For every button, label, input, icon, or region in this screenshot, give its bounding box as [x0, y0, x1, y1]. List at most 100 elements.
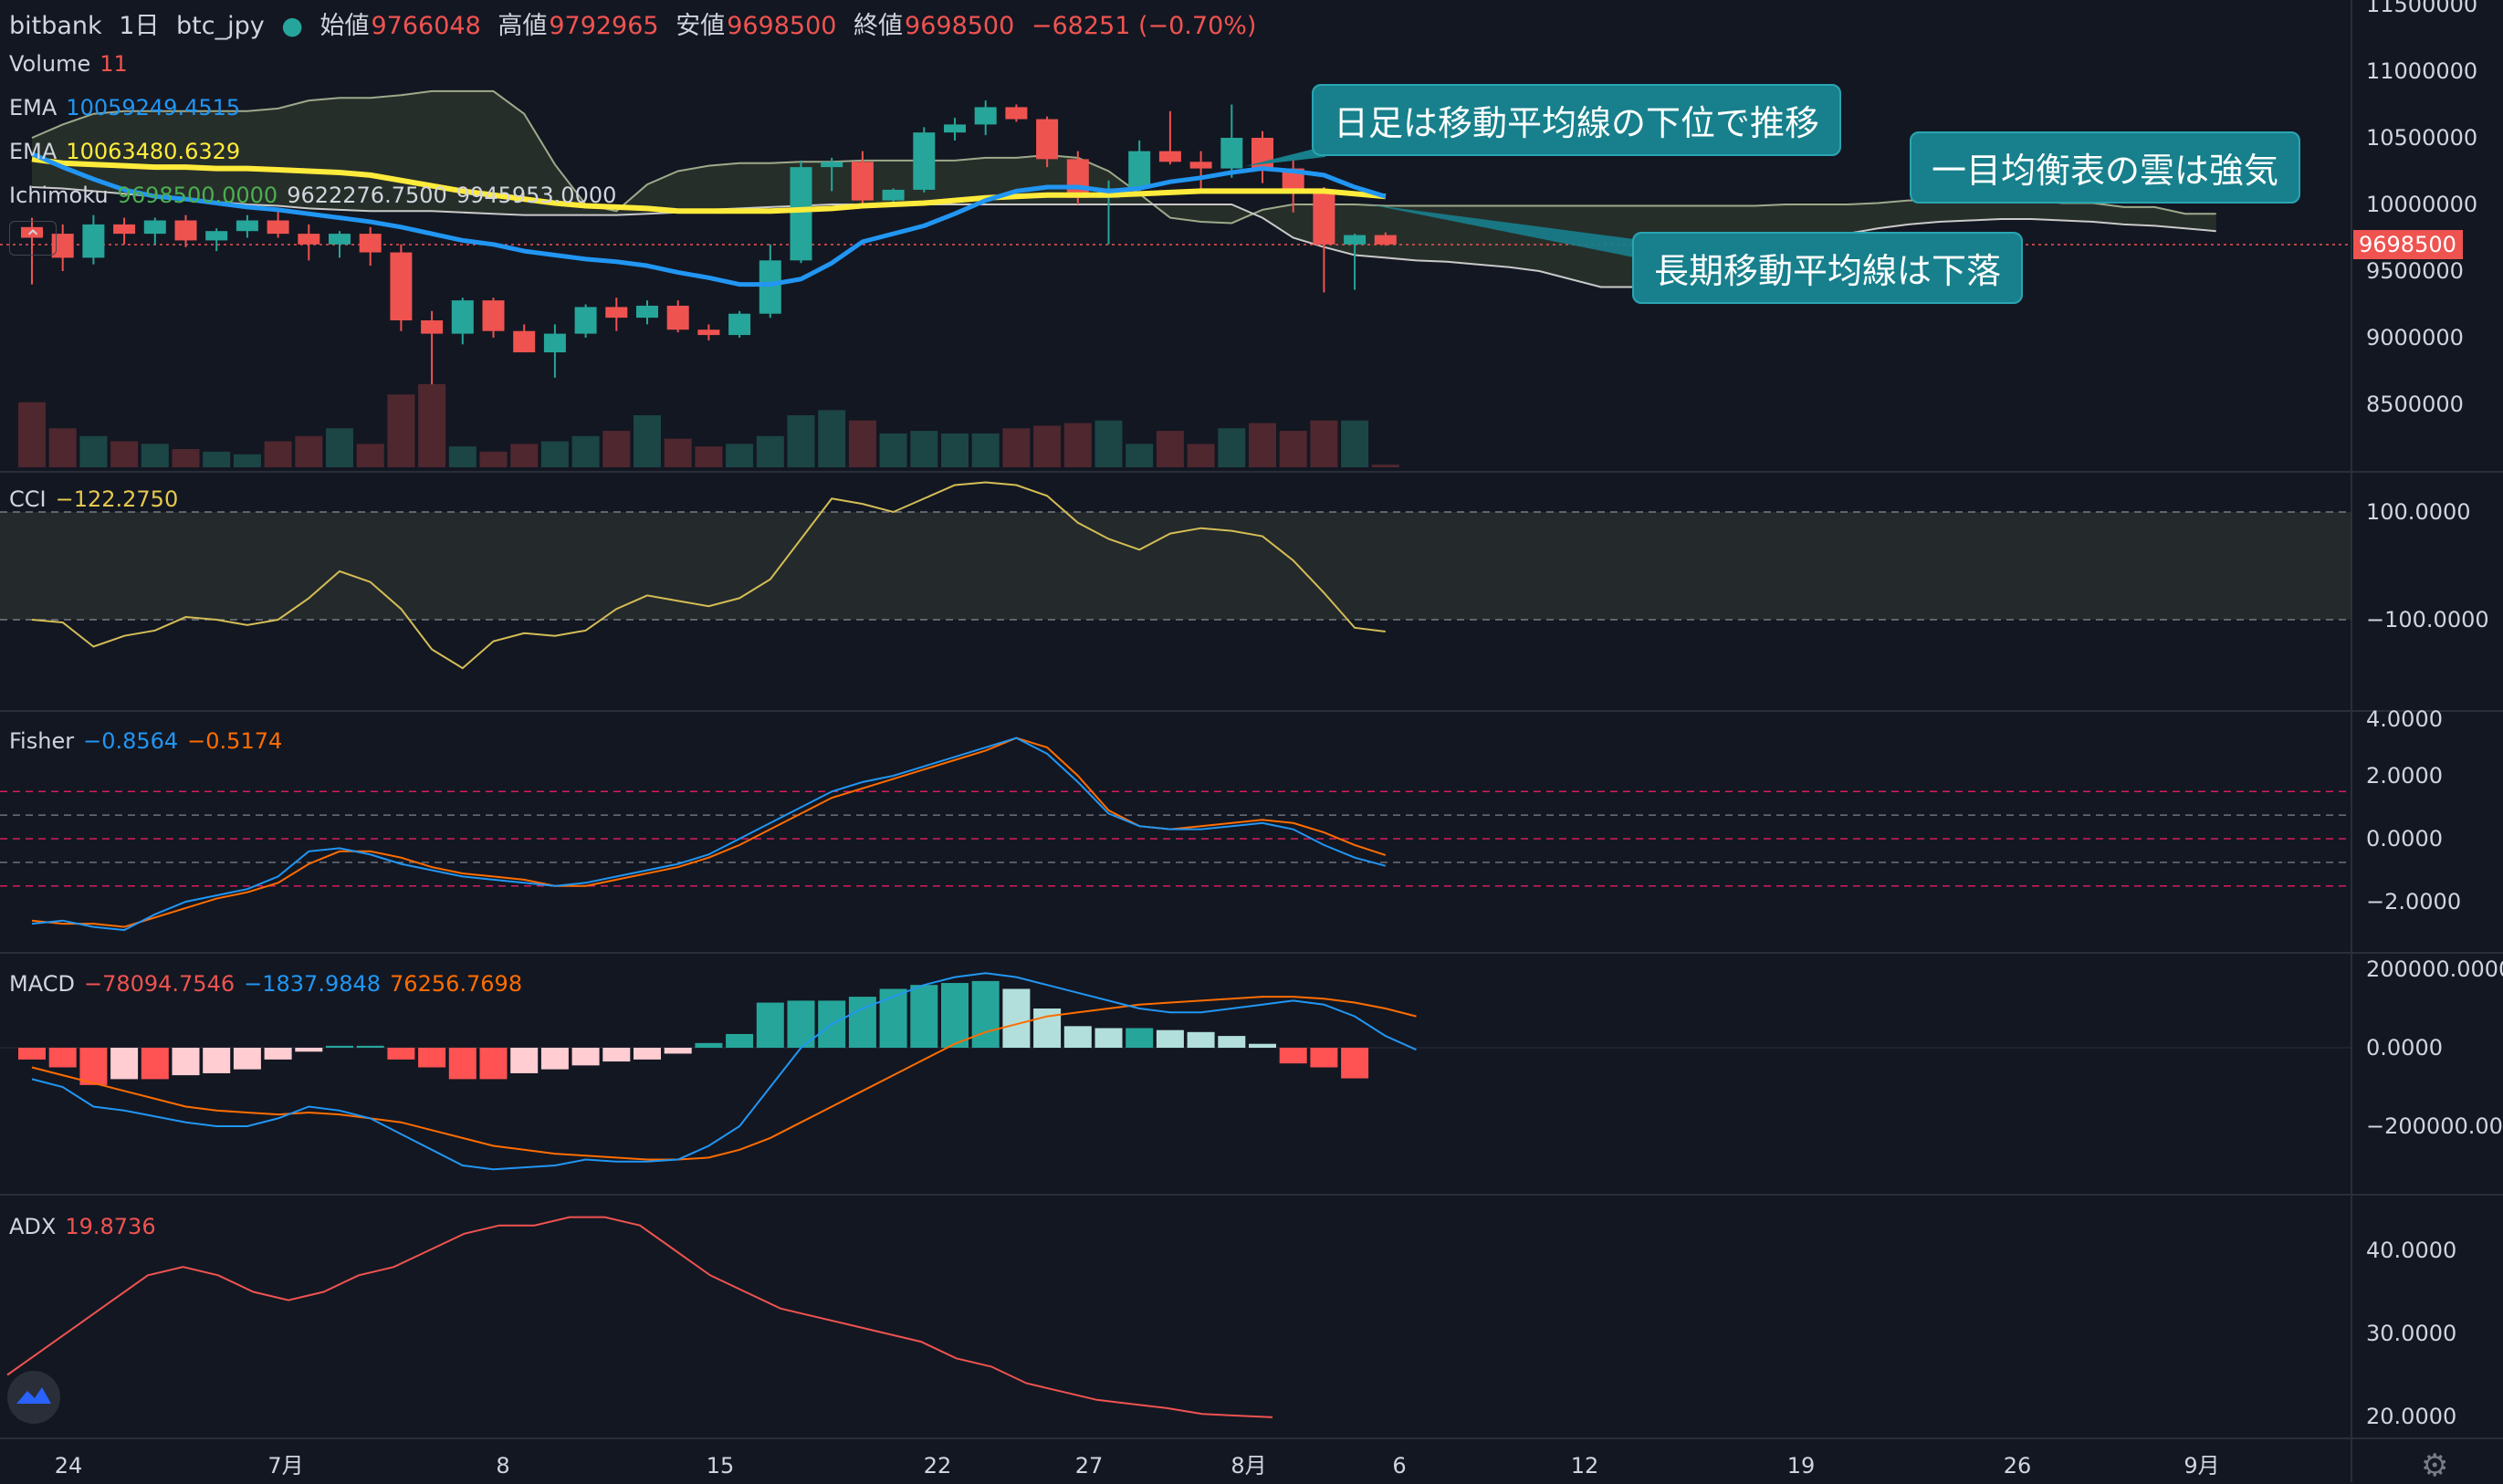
candle-body — [82, 224, 105, 258]
low-value: 9698500 — [727, 12, 837, 40]
candle-body — [697, 329, 720, 336]
candle-body — [1005, 107, 1028, 120]
volume-bar — [418, 383, 446, 467]
macd-histogram-bar — [634, 1048, 661, 1060]
volume-bar — [726, 444, 754, 467]
volume-bar — [910, 431, 938, 467]
macd-histogram-bar — [664, 1048, 692, 1054]
macd-histogram-bar — [756, 1002, 784, 1048]
interval-label: 1日 — [119, 12, 160, 40]
volume-bar — [295, 435, 323, 467]
time-axis-label: 15 — [707, 1453, 735, 1479]
macd-histogram-bar — [479, 1048, 508, 1080]
macd-tick-label: −200000.0000 — [2366, 1113, 2503, 1139]
volume-bar — [879, 433, 907, 467]
settings-gear-icon[interactable]: ⚙ — [2421, 1447, 2449, 1484]
candle-body — [1158, 151, 1181, 162]
cci-tick-label: −100.0000 — [2366, 607, 2489, 632]
open-label: 始値 — [319, 12, 370, 40]
macd-line — [31, 972, 1417, 1171]
price-tick-label: 10500000 — [2366, 125, 2477, 151]
last-price-label: 9698500 — [2359, 232, 2456, 257]
candle-body — [605, 307, 628, 319]
macd-histogram-bar — [971, 980, 1000, 1048]
candle-body — [1374, 235, 1397, 245]
candle-body — [513, 330, 536, 353]
volume-bar — [1310, 420, 1338, 467]
fisher-tick-label: 2.0000 — [2366, 763, 2443, 789]
high-value: 9792965 — [549, 12, 659, 40]
macd-histogram-bar — [1310, 1048, 1338, 1068]
macd-histogram-bar — [879, 988, 907, 1048]
macd-histogram-bar — [203, 1048, 231, 1073]
macd-histogram-bar — [1002, 988, 1031, 1048]
volume-bar — [141, 444, 169, 467]
time-axis-label: 27 — [1075, 1453, 1104, 1479]
macd-signal-line — [31, 996, 1417, 1161]
time-axis-label: 8 — [496, 1453, 509, 1479]
candle-body — [1128, 151, 1151, 189]
exchange-label: bitbank — [9, 12, 102, 40]
volume-bar — [664, 438, 692, 467]
fisher-line — [31, 737, 1387, 932]
adx-legend[interactable]: ADX 19.8736 — [9, 1214, 165, 1239]
macd-histogram-bar — [1063, 1026, 1092, 1048]
candle-body — [51, 234, 74, 258]
candle-body — [1189, 162, 1212, 169]
volume-name: Volume — [9, 51, 91, 77]
volume-bar — [634, 415, 661, 467]
volume-bar — [571, 435, 600, 467]
macd-histogram-bar — [1218, 1036, 1246, 1048]
cci-line — [31, 481, 1386, 670]
adx-name: ADX — [9, 1214, 57, 1239]
volume-bar — [356, 444, 384, 467]
price-tick-label: 8500000 — [2366, 392, 2464, 417]
candle-body — [1344, 235, 1367, 245]
candle-body — [451, 300, 474, 334]
macd-histogram-bar — [1126, 1028, 1154, 1048]
collapse-legend-button[interactable]: ⌃ — [9, 221, 57, 256]
callout-pointer — [1245, 146, 1325, 166]
fisher-trigger-line — [31, 737, 1387, 928]
adx-tick-label: 30.0000 — [2366, 1321, 2456, 1346]
macd-histogram-bar — [79, 1048, 108, 1085]
time-axis-label: 7月 — [267, 1453, 303, 1479]
cci-name: CCI — [9, 486, 47, 512]
close-value: 9698500 — [905, 12, 1015, 40]
low-label: 安値 — [675, 12, 726, 40]
logo-mountain-icon — [16, 1387, 51, 1404]
ichimoku-legend[interactable]: Ichimoku 9698500.0000 9622276.7500 9945953.… — [9, 183, 625, 208]
cci-legend[interactable]: CCI −122.2750 — [9, 486, 187, 512]
fisher-legend[interactable]: Fisher −0.8564 −0.5174 — [9, 728, 291, 754]
ichimoku-value-2: 9622276.7500 — [287, 183, 447, 208]
volume-bar — [1279, 431, 1307, 467]
candle-body — [636, 305, 658, 319]
price-tick-label: 9500000 — [2366, 258, 2464, 284]
macd-value-2: −1837.9848 — [244, 971, 382, 997]
volume-bar — [479, 451, 508, 467]
candle-body — [113, 224, 136, 235]
adx-value: 19.8736 — [65, 1214, 156, 1239]
fisher-value-2: −0.5174 — [187, 728, 283, 754]
tradingview-logo[interactable] — [7, 1371, 60, 1424]
volume-legend[interactable]: Volume 11 — [9, 51, 137, 77]
macd-histogram-bar — [540, 1048, 569, 1070]
fisher-name: Fisher — [9, 728, 75, 754]
symbol-label: btc_jpy — [176, 12, 265, 40]
volume-bar — [203, 451, 231, 467]
fisher-tick-label: −2.0000 — [2366, 889, 2461, 914]
ema-fast-legend[interactable]: EMA 10059249.4515 — [9, 95, 249, 120]
ema-fast-line — [31, 152, 1387, 287]
volume-bar — [1002, 428, 1031, 467]
macd-histogram-bar — [387, 1048, 415, 1060]
volume-bar — [1187, 444, 1215, 467]
ema-slow-legend[interactable]: EMA 10063480.6329 — [9, 139, 249, 164]
volume-bar — [787, 415, 815, 467]
macd-value-3: 76256.7698 — [390, 971, 523, 997]
fisher-value-1: −0.8564 — [83, 728, 179, 754]
volume-bar — [387, 394, 415, 467]
macd-legend[interactable]: MACD −78094.7546 −1837.9848 76256.7698 — [9, 971, 531, 997]
macd-histogram-bar — [726, 1033, 754, 1048]
callout-long-ma-falling: 長期移動平均線は下落 — [1632, 232, 2024, 304]
